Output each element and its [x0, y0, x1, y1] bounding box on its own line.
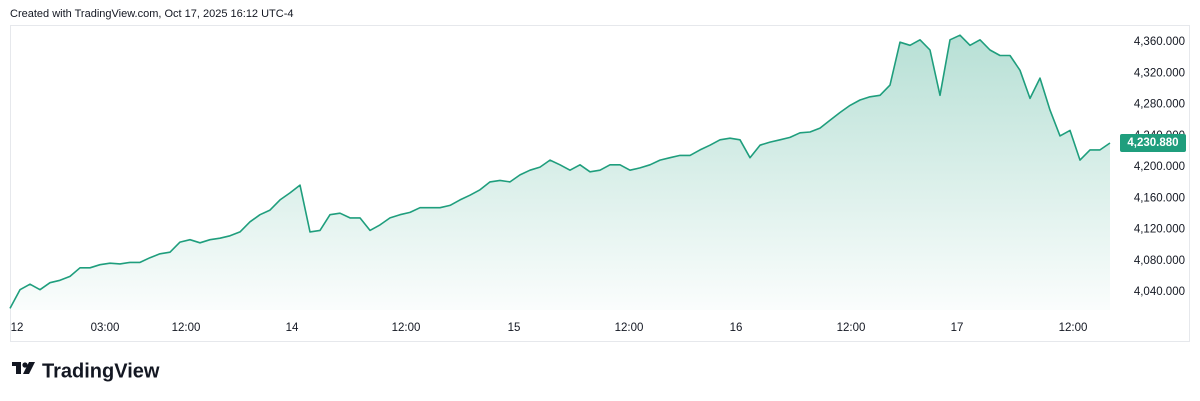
price-line	[9, 34, 1111, 309]
price-label-box	[1120, 133, 1186, 152]
footer-brand: TradingView	[42, 360, 160, 382]
x-tick-label: 12:00	[615, 322, 644, 334]
x-tick-label: 12:00	[1059, 322, 1088, 334]
logo-icon	[12, 362, 35, 374]
price-label: 4,230.880	[1127, 137, 1178, 149]
chart-frame	[10, 25, 1190, 342]
header-text: Created with TradingView.com, Oct 17, 20…	[10, 8, 294, 20]
y-tick-label: 4,040.000	[1134, 286, 1185, 298]
x-tick-label: 15	[508, 322, 521, 334]
y-tick-label: 4,080.000	[1134, 255, 1185, 267]
y-tick-label: 4,200.000	[1134, 161, 1185, 173]
x-tick-label: 12	[11, 322, 24, 334]
x-tick-label: 12:00	[837, 322, 866, 334]
x-tick-label: 12:00	[172, 322, 201, 334]
x-tick-label: 16	[730, 322, 743, 334]
y-tick-label: 4,120.000	[1134, 224, 1185, 236]
x-tick-label: 12:00	[392, 322, 421, 334]
area-fill	[10, 35, 1110, 310]
y-tick-label: 4,320.000	[1134, 67, 1185, 79]
y-tick-label: 4,160.000	[1134, 192, 1185, 204]
x-tick-label: 03:00	[91, 322, 120, 334]
y-tick-label: 4,360.000	[1134, 36, 1185, 48]
x-tick-label: 17	[951, 322, 964, 334]
x-tick-label: 14	[286, 322, 299, 334]
y-tick-label: 4,280.000	[1134, 99, 1185, 111]
